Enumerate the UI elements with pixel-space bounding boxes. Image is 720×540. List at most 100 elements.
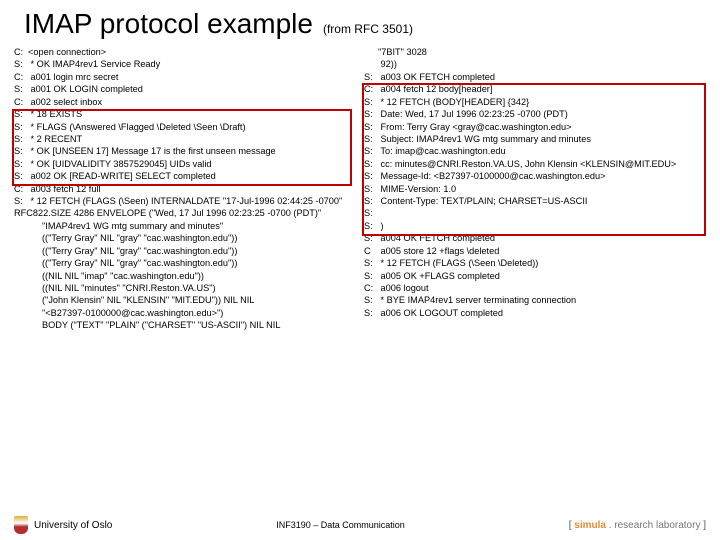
protocol-line: S: cc: minutes@CNRI.Reston.VA.US, John K… <box>364 158 706 170</box>
protocol-line: S: * 18 EXISTS <box>14 108 356 120</box>
line-text: (("Terry Gray" NIL "gray" "cac.washingto… <box>42 233 237 243</box>
line-text: Message-Id: <B27397-0100000@cac.washingt… <box>378 171 605 181</box>
line-text: "7BIT" 3028 <box>378 47 427 57</box>
protocol-line: S: ) <box>364 220 706 232</box>
protocol-line: S: * FLAGS (\Answered \Flagged \Deleted … <box>14 121 356 133</box>
line-text: ) <box>378 221 384 231</box>
line-prefix: S: <box>364 183 378 195</box>
line-text: (("Terry Gray" NIL "gray" "cac.washingto… <box>42 246 237 256</box>
protocol-line: S: a006 OK LOGOUT completed <box>364 307 706 319</box>
line-text: Subject: IMAP4rev1 WG mtg summary and mi… <box>378 134 591 144</box>
line-prefix: S: <box>364 232 378 244</box>
line-text: MIME-Version: 1.0 <box>378 184 456 194</box>
line-text: a002 select inbox <box>28 97 102 107</box>
line-text: * 12 FETCH (BODY[HEADER] {342} <box>378 97 529 107</box>
footer-left-text: University of Oslo <box>34 520 112 531</box>
uio-shield-icon <box>14 516 28 534</box>
protocol-line: "<B27397-0100000@cac.washington.edu>") <box>14 307 356 319</box>
line-text: "IMAP4rev1 WG mtg summary and minutes" <box>42 221 223 231</box>
footer-mid: INF3190 – Data Communication <box>276 520 405 530</box>
line-prefix: S: <box>364 170 378 182</box>
line-prefix: S: <box>364 270 378 282</box>
protocol-line: S: Content-Type: TEXT/PLAIN; CHARSET=US-… <box>364 195 706 207</box>
protocol-line: ((NIL NIL "minutes" "CNRI.Reston.VA.US") <box>14 282 356 294</box>
protocol-line: S: * OK [UNSEEN 17] Message 17 is the fi… <box>14 145 356 157</box>
content-area: C:<open connection>S: * OK IMAP4rev1 Ser… <box>0 44 720 332</box>
protocol-line: C: a006 logout <box>364 282 706 294</box>
line-text: From: Terry Gray <gray@cac.washington.ed… <box>378 122 572 132</box>
protocol-line: 92)) <box>364 58 706 70</box>
line-prefix: C: <box>14 183 28 195</box>
line-text: Date: Wed, 17 Jul 1996 02:23:25 -0700 (P… <box>378 109 568 119</box>
brand-simula: simula <box>574 520 606 531</box>
protocol-line: S: a005 OK +FLAGS completed <box>364 270 706 282</box>
protocol-line: S: Subject: IMAP4rev1 WG mtg summary and… <box>364 133 706 145</box>
protocol-line: (("Terry Gray" NIL "gray" "cac.washingto… <box>14 232 356 244</box>
line-prefix: S: <box>364 257 378 269</box>
line-prefix: S: <box>14 108 28 120</box>
line-prefix: S: <box>364 133 378 145</box>
line-prefix: S: <box>364 207 378 219</box>
line-text: a003 fetch 12 full <box>28 184 101 194</box>
line-prefix: S: <box>364 145 378 157</box>
left-column: C:<open connection>S: * OK IMAP4rev1 Ser… <box>14 46 356 332</box>
protocol-line: S: a001 OK LOGIN completed <box>14 83 356 95</box>
line-text: a005 OK +FLAGS completed <box>378 271 500 281</box>
protocol-line: S: Message-Id: <B27397-0100000@cac.washi… <box>364 170 706 182</box>
protocol-line: S: MIME-Version: 1.0 <box>364 183 706 195</box>
footer-right: [ simula . research laboratory ] <box>569 520 706 531</box>
line-prefix: S: <box>364 307 378 319</box>
protocol-line: C: a002 select inbox <box>14 96 356 108</box>
protocol-line: BODY ("TEXT" "PLAIN" ("CHARSET" "US-ASCI… <box>14 319 356 331</box>
line-prefix: S: <box>14 170 28 182</box>
line-prefix: S: <box>14 145 28 157</box>
line-text: a005 store 12 +flags \deleted <box>378 246 499 256</box>
line-text: a001 login mrc secret <box>28 72 118 82</box>
line-prefix: S: <box>364 195 378 207</box>
protocol-line: S: * 12 FETCH (BODY[HEADER] {342} <box>364 96 706 108</box>
line-text: * BYE IMAP4rev1 server terminating conne… <box>378 295 576 305</box>
line-prefix: S: <box>14 195 28 207</box>
protocol-line: S: * OK IMAP4rev1 Service Ready <box>14 58 356 70</box>
line-text: "<B27397-0100000@cac.washington.edu>") <box>42 308 223 318</box>
line-text: * OK [UNSEEN 17] Message 17 is the first… <box>28 146 276 156</box>
line-prefix: S: <box>364 121 378 133</box>
line-prefix: S: <box>364 220 378 232</box>
line-text: a006 logout <box>378 283 429 293</box>
line-text: a003 OK FETCH completed <box>378 72 495 82</box>
protocol-line: C a005 store 12 +flags \deleted <box>364 245 706 257</box>
line-text: To: imap@cac.washington.edu <box>378 146 506 156</box>
line-text: a001 OK LOGIN completed <box>28 84 143 94</box>
line-text: RFC822.SIZE 4286 ENVELOPE ("Wed, 17 Jul … <box>14 208 321 218</box>
line-text: a004 fetch 12 body[header] <box>378 84 492 94</box>
protocol-line: RFC822.SIZE 4286 ENVELOPE ("Wed, 17 Jul … <box>14 207 356 219</box>
line-text: (("Terry Gray" NIL "gray" "cac.washingto… <box>42 258 237 268</box>
footer: University of Oslo INF3190 – Data Commun… <box>0 516 720 534</box>
protocol-line: "IMAP4rev1 WG mtg summary and minutes" <box>14 220 356 232</box>
slide-title: IMAP protocol example <box>24 8 313 40</box>
title-row: IMAP protocol example (from RFC 3501) <box>0 0 720 44</box>
line-text: 92)) <box>378 59 397 69</box>
line-prefix: S: <box>14 121 28 133</box>
line-prefix: C: <box>14 46 28 58</box>
protocol-line: S: * BYE IMAP4rev1 server terminating co… <box>364 294 706 306</box>
line-text: BODY ("TEXT" "PLAIN" ("CHARSET" "US-ASCI… <box>42 320 280 330</box>
line-text: ((NIL NIL "imap" "cac.washington.edu")) <box>42 271 204 281</box>
line-text: a004 OK FETCH completed <box>378 233 495 243</box>
line-prefix: S: <box>364 108 378 120</box>
line-text: * 12 FETCH (FLAGS (\Seen) INTERNALDATE "… <box>28 196 342 206</box>
protocol-line: S: * 12 FETCH (FLAGS (\Seen) INTERNALDAT… <box>14 195 356 207</box>
line-text: ((NIL NIL "minutes" "CNRI.Reston.VA.US") <box>42 283 216 293</box>
line-text: cc: minutes@CNRI.Reston.VA.US, John Klen… <box>378 159 676 169</box>
protocol-line: S: * 12 FETCH (FLAGS (\Seen \Deleted)) <box>364 257 706 269</box>
brand-rest: . research laboratory <box>606 520 703 531</box>
line-text: * 2 RECENT <box>28 134 82 144</box>
protocol-line: "7BIT" 3028 <box>364 46 706 58</box>
protocol-line: ((NIL NIL "imap" "cac.washington.edu")) <box>14 270 356 282</box>
line-text: ("John Klensin" NIL "KLENSIN" "MIT.EDU")… <box>42 295 254 305</box>
line-text: a002 OK [READ-WRITE] SELECT completed <box>28 171 216 181</box>
protocol-line: S: a003 OK FETCH completed <box>364 71 706 83</box>
bracket-close: ] <box>703 520 706 531</box>
line-text: a006 OK LOGOUT completed <box>378 308 503 318</box>
protocol-line: C: a003 fetch 12 full <box>14 183 356 195</box>
